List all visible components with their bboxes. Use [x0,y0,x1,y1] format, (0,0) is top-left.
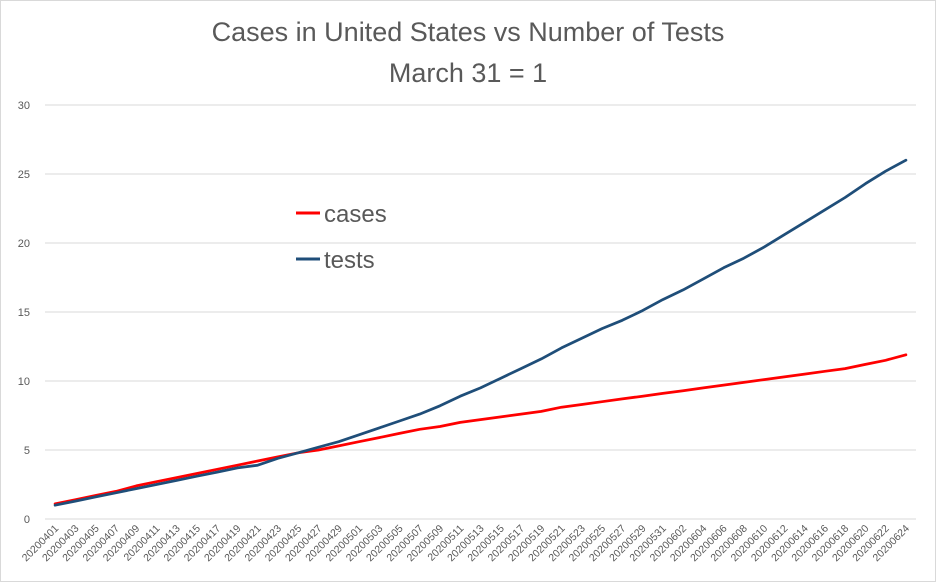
series-line-tests [53,158,908,507]
legend: cases tests [296,201,387,274]
y-tick-label: 30 [18,100,30,112]
chart-title: Cases in United States vs Number of Test… [212,17,725,47]
gridlines [45,104,916,520]
y-tick-label: 15 [18,307,30,319]
series-group [53,158,908,507]
series-line-cases [53,353,908,506]
legend-label-tests: tests [324,247,375,274]
y-axis-ticks: 0 5 10 15 20 25 30 [18,100,30,526]
y-tick-label: 25 [18,169,30,181]
y-tick-label: 20 [18,238,30,250]
y-tick-label: 10 [18,376,30,388]
legend-label-cases: cases [324,201,387,228]
y-tick-label: 0 [24,514,30,526]
y-tick-label: 5 [24,445,30,457]
x-axis-ticks: 2020040120200403202004052020040720200409… [20,523,912,565]
chart-subtitle: March 31 = 1 [389,58,547,88]
